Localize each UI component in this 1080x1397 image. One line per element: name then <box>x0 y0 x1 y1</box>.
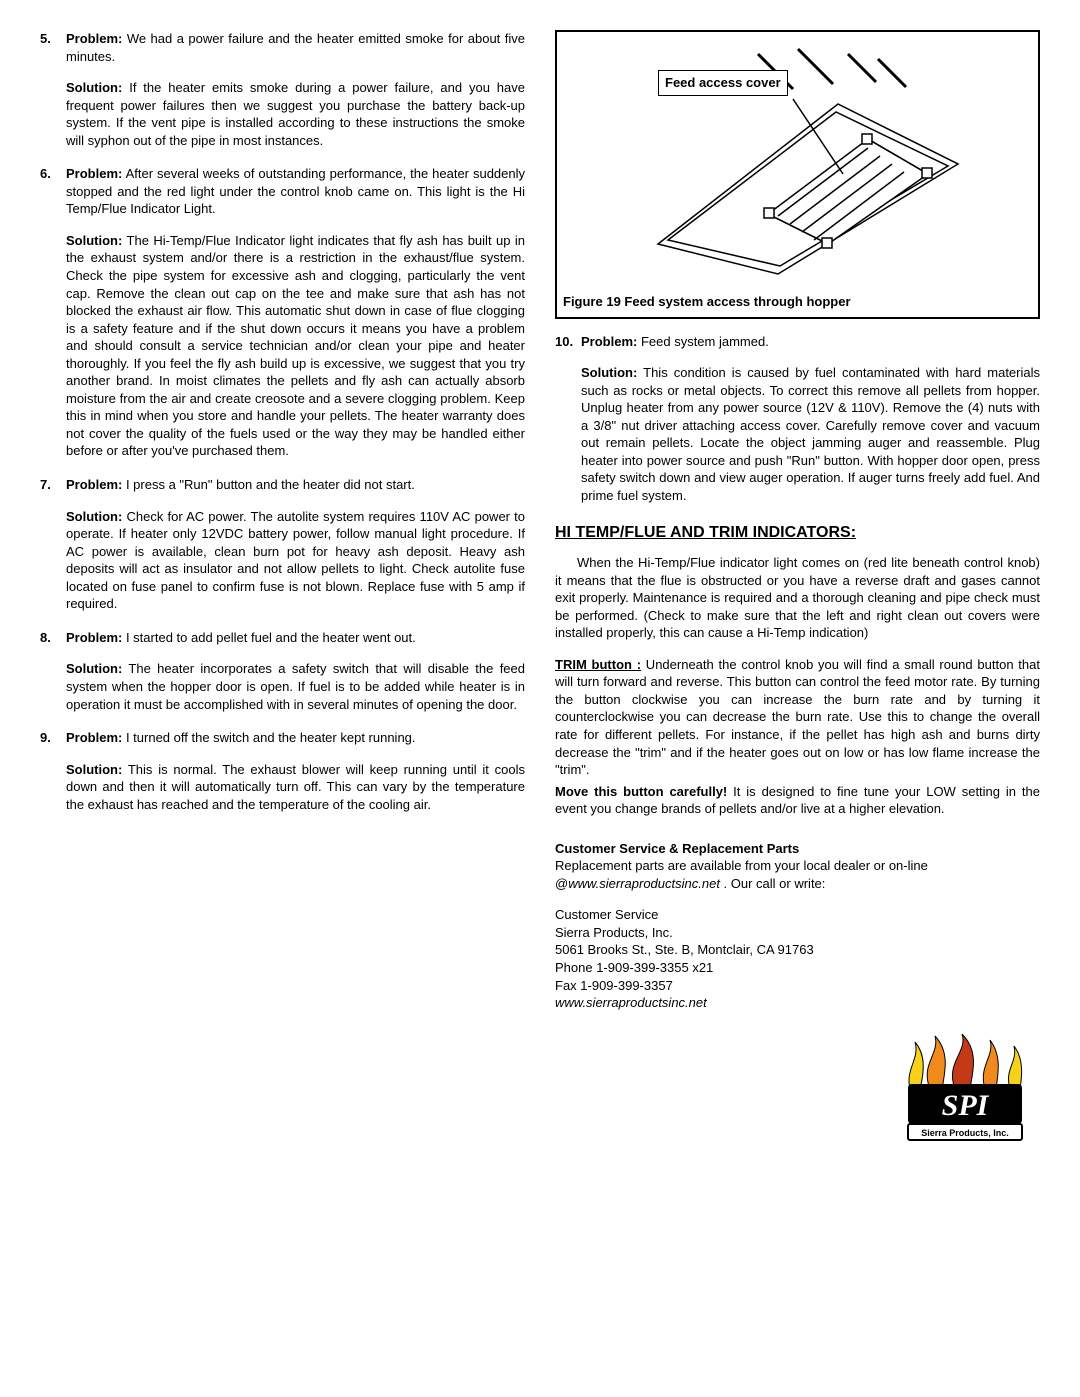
solution-text: Check for AC power. The autolite system … <box>66 509 525 612</box>
problem-label: Problem: <box>581 334 637 349</box>
item-number: 5. <box>40 30 66 48</box>
figure-19-caption: Figure 19 Feed system access through hop… <box>563 289 1032 311</box>
cust-website-inline: www.sierraproductsinc.net <box>568 876 720 891</box>
problem-text: We had a power failure and the heater em… <box>66 31 525 64</box>
customer-service-text: Replacement parts are available from you… <box>555 857 1040 892</box>
cust-text-2: . Our call or write: <box>720 876 825 891</box>
problem-label: Problem: <box>66 630 122 645</box>
move-button-label: Move this button carefully! <box>555 784 727 799</box>
addr-line-3: 5061 Brooks St., Ste. B, Montclair, CA 9… <box>555 941 1040 959</box>
problem-text: I turned off the switch and the heater k… <box>122 730 415 745</box>
figure-19-diagram: Feed access cover <box>563 38 1032 289</box>
solution-text: The heater incorporates a safety switch … <box>66 661 525 711</box>
troubleshoot-item-8: 8. Problem: I started to add pellet fuel… <box>40 629 525 713</box>
addr-line-5: Fax 1-909-399-3357 <box>555 977 1040 995</box>
hi-temp-paragraph: When the Hi-Temp/Flue indicator light co… <box>555 554 1040 642</box>
trim-button-paragraph: TRIM button : Underneath the control kno… <box>555 656 1040 779</box>
solution-label: Solution: <box>66 80 122 95</box>
item-number: 8. <box>40 629 66 647</box>
problem-label: Problem: <box>66 166 122 181</box>
problem-text: After several weeks of outstanding perfo… <box>66 166 525 216</box>
problem-label: Problem: <box>66 477 122 492</box>
item-number: 9. <box>40 729 66 747</box>
solution-text: If the heater emits smoke during a power… <box>66 80 525 148</box>
addr-line-2: Sierra Products, Inc. <box>555 924 1040 942</box>
logo-container: SPI Sierra Products, Inc. <box>555 1034 1040 1144</box>
figure-19-box: Feed access cover Figure 19 Feed system … <box>555 30 1040 319</box>
problem-label: Problem: <box>66 31 122 46</box>
troubleshoot-item-5: 5. Problem: We had a power failure and t… <box>40 30 525 149</box>
item-number: 7. <box>40 476 66 494</box>
address-block: Customer Service Sierra Products, Inc. 5… <box>555 906 1040 1011</box>
problem-label: Problem: <box>66 730 122 745</box>
right-column: Feed access cover Figure 19 Feed system … <box>555 30 1040 1144</box>
troubleshoot-item-9: 9. Problem: I turned off the switch and … <box>40 729 525 813</box>
solution-label: Solution: <box>66 762 122 777</box>
item-number: 10. <box>555 333 581 351</box>
problem-text: I press a "Run" button and the heater di… <box>122 477 415 492</box>
troubleshoot-item-6: 6. Problem: After several weeks of outst… <box>40 165 525 460</box>
logo-text-bottom: Sierra Products, Inc. <box>921 1128 1009 1138</box>
troubleshoot-item-7: 7. Problem: I press a "Run" button and t… <box>40 476 525 613</box>
left-column: 5. Problem: We had a power failure and t… <box>40 30 525 1144</box>
trim-button-text: Underneath the control knob you will fin… <box>555 657 1040 777</box>
logo-text-top: SPI <box>942 1089 990 1122</box>
move-button-paragraph: Move this button carefully! It is design… <box>555 783 1040 818</box>
addr-line-6-website: www.sierraproductsinc.net <box>555 994 1040 1012</box>
solution-text: This is normal. The exhaust blower will … <box>66 762 525 812</box>
solution-label: Solution: <box>66 509 122 524</box>
solution-label: Solution: <box>66 661 122 676</box>
problem-text: I started to add pellet fuel and the hea… <box>122 630 415 645</box>
solution-label: Solution: <box>581 365 637 380</box>
two-column-layout: 5. Problem: We had a power failure and t… <box>40 30 1040 1144</box>
solution-text: This condition is caused by fuel contami… <box>581 365 1040 503</box>
addr-line-4: Phone 1-909-399-3355 x21 <box>555 959 1040 977</box>
feed-access-cover-label: Feed access cover <box>658 70 788 96</box>
customer-service-heading: Customer Service & Replacement Parts <box>555 840 1040 858</box>
addr-line-1: Customer Service <box>555 906 1040 924</box>
solution-label: Solution: <box>66 233 122 248</box>
problem-text: Feed system jammed. <box>637 334 769 349</box>
solution-text: The Hi-Temp/Flue Indicator light indicat… <box>66 233 525 459</box>
item-number: 6. <box>40 165 66 183</box>
troubleshoot-item-10: 10. Problem: Feed system jammed. Solutio… <box>555 333 1040 505</box>
spi-logo-icon: SPI Sierra Products, Inc. <box>890 1034 1040 1144</box>
hi-temp-section-heading: HI TEMP/FLUE AND TRIM INDICATORS: <box>555 522 1040 544</box>
trim-button-label: TRIM button : <box>555 657 641 672</box>
